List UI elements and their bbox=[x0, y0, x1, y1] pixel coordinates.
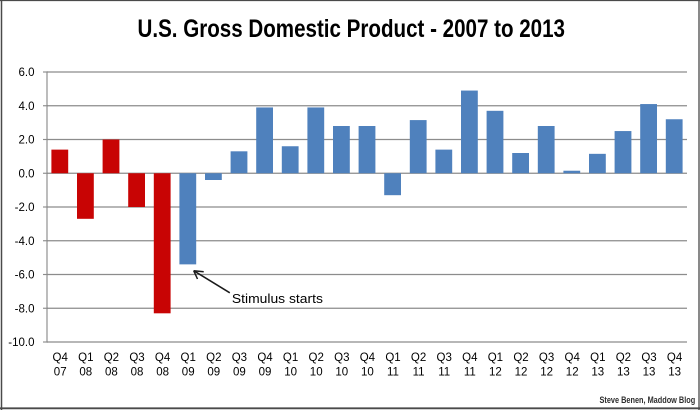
svg-text:Q1: Q1 bbox=[385, 352, 400, 364]
svg-text:Q1: Q1 bbox=[78, 352, 93, 364]
svg-text:Q4: Q4 bbox=[462, 352, 478, 364]
svg-text:13: 13 bbox=[617, 366, 630, 378]
svg-text:08: 08 bbox=[105, 366, 118, 378]
svg-text:11: 11 bbox=[413, 366, 425, 378]
svg-text:4.0: 4.0 bbox=[19, 101, 35, 113]
svg-text:Q3: Q3 bbox=[129, 352, 144, 364]
svg-text:Q2: Q2 bbox=[104, 352, 119, 364]
svg-text:08: 08 bbox=[156, 366, 169, 378]
svg-text:10: 10 bbox=[335, 366, 348, 378]
svg-text:Q1: Q1 bbox=[488, 352, 503, 364]
svg-text:Q4: Q4 bbox=[565, 352, 581, 364]
svg-text:Q3: Q3 bbox=[539, 352, 554, 364]
svg-text:Q1: Q1 bbox=[590, 352, 605, 364]
svg-text:11: 11 bbox=[438, 366, 450, 378]
svg-text:Q3: Q3 bbox=[232, 352, 247, 364]
svg-text:10: 10 bbox=[284, 366, 297, 378]
svg-text:10: 10 bbox=[361, 366, 374, 378]
svg-text:09: 09 bbox=[207, 366, 220, 378]
svg-text:Q4: Q4 bbox=[155, 352, 171, 364]
svg-text:10: 10 bbox=[310, 366, 323, 378]
svg-text:Stimulus starts: Stimulus starts bbox=[232, 291, 323, 306]
svg-text:13: 13 bbox=[668, 366, 681, 378]
svg-text:Q2: Q2 bbox=[309, 352, 324, 364]
svg-text:12: 12 bbox=[515, 366, 528, 378]
svg-text:08: 08 bbox=[79, 366, 92, 378]
svg-text:Q2: Q2 bbox=[513, 352, 528, 364]
svg-text:-6.0: -6.0 bbox=[15, 270, 35, 282]
svg-text:Q4: Q4 bbox=[667, 352, 683, 364]
svg-text:09: 09 bbox=[233, 366, 246, 378]
svg-text:Q4: Q4 bbox=[53, 352, 69, 364]
svg-text:Q3: Q3 bbox=[641, 352, 656, 364]
svg-text:12: 12 bbox=[489, 366, 502, 378]
svg-text:09: 09 bbox=[259, 366, 272, 378]
svg-text:Q1: Q1 bbox=[181, 352, 196, 364]
svg-text:11: 11 bbox=[464, 366, 476, 378]
svg-text:11: 11 bbox=[387, 366, 399, 378]
svg-text:6.0: 6.0 bbox=[19, 67, 35, 79]
svg-text:Q2: Q2 bbox=[206, 352, 221, 364]
svg-text:09: 09 bbox=[182, 366, 195, 378]
svg-text:08: 08 bbox=[131, 366, 144, 378]
svg-text:-2.0: -2.0 bbox=[15, 202, 35, 214]
svg-text:Q3: Q3 bbox=[437, 352, 452, 364]
svg-text:2.0: 2.0 bbox=[19, 135, 35, 147]
svg-text:0.0: 0.0 bbox=[19, 168, 35, 180]
svg-text:Q2: Q2 bbox=[411, 352, 426, 364]
svg-text:Q2: Q2 bbox=[616, 352, 631, 364]
svg-text:12: 12 bbox=[566, 366, 579, 378]
svg-text:07: 07 bbox=[54, 366, 67, 378]
svg-text:-8.0: -8.0 bbox=[15, 303, 35, 315]
svg-text:Q4: Q4 bbox=[360, 352, 376, 364]
svg-text:13: 13 bbox=[643, 366, 656, 378]
svg-text:U.S. Gross Domestic Product -: U.S. Gross Domestic Product - 2007 to 20… bbox=[138, 15, 566, 43]
svg-text:Q4: Q4 bbox=[257, 352, 273, 364]
svg-text:Steve Benen, Maddow Blog: Steve Benen, Maddow Blog bbox=[600, 395, 696, 405]
svg-text:Q3: Q3 bbox=[334, 352, 349, 364]
svg-text:13: 13 bbox=[591, 366, 604, 378]
svg-text:-4.0: -4.0 bbox=[15, 236, 35, 248]
svg-text:-10.0: -10.0 bbox=[8, 337, 34, 349]
svg-text:Q1: Q1 bbox=[283, 352, 298, 364]
svg-text:12: 12 bbox=[540, 366, 553, 378]
